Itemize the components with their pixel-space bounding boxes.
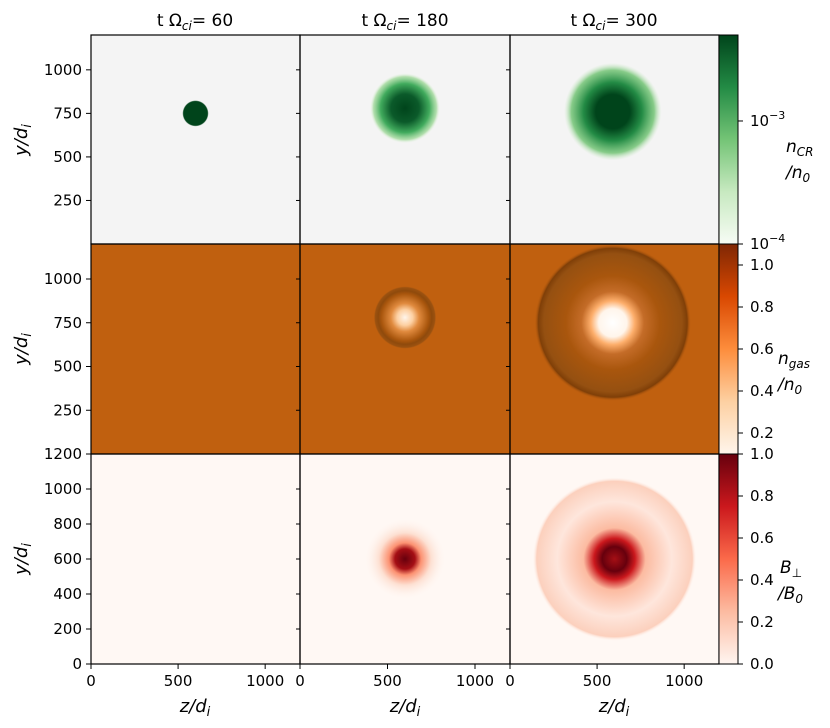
panel-grid [91, 35, 719, 664]
y-tick-label: 750 [53, 104, 82, 122]
svg-text:/n0: /n0 [784, 163, 811, 185]
y-tick-label: 0 [72, 655, 82, 673]
colorbar-tick-label: 0.2 [750, 424, 774, 442]
colorbar-tick-label: 0.4 [750, 382, 774, 400]
x-tick-label: 1000 [665, 672, 703, 690]
colorbar-tick-label: 0.2 [750, 613, 774, 631]
y-tick-label: 200 [53, 620, 82, 638]
colorbar-tick-label: 0.0 [750, 655, 774, 673]
svg-text:ngas: ngas [778, 349, 810, 371]
data-blob [532, 477, 697, 641]
panel-B_perp-2 [510, 454, 719, 664]
axis-ticks: 250 500 750 1000 250 500 750 1000 0 200 400 600 800 1… [44, 61, 703, 690]
x-tick-label: 1000 [456, 672, 494, 690]
colorbar-tick-label: 10−3 [750, 109, 785, 130]
xlabel-col-0: z/di [179, 696, 211, 720]
ylabel-row-0: y/di [11, 124, 35, 157]
data-blob [182, 100, 209, 127]
svg-text:nCR: nCR [786, 137, 814, 159]
y-tick-label: 1000 [44, 480, 82, 498]
data-blob [534, 244, 692, 402]
x-tick-label: 500 [373, 672, 402, 690]
x-tick-label: 0 [295, 672, 305, 690]
ylabel-row-1: y/di [11, 333, 35, 366]
x-tick-label: 0 [86, 672, 96, 690]
x-tick-label: 500 [164, 672, 193, 690]
data-blob [364, 518, 446, 600]
panel-n_gas-0 [91, 244, 300, 454]
column-title-2: t Ωci= 300 [570, 11, 657, 33]
colorbar-B_perp [718, 453, 739, 665]
column-title-0: t Ωci= 60 [157, 11, 233, 33]
xlabel-col-2: z/di [598, 696, 630, 720]
colorbar-tick-label: 0.4 [750, 571, 774, 589]
y-tick-label: 800 [53, 515, 82, 533]
y-tick-label: 1000 [44, 61, 82, 79]
x-tick-label: 0 [505, 672, 515, 690]
panel-n_gas-1 [300, 244, 510, 454]
colorbar-tick-label: 10−4 [750, 232, 785, 253]
y-tick-label: 250 [53, 191, 82, 209]
panel-B_perp-0 [91, 454, 300, 664]
svg-text:/B0: /B0 [776, 584, 803, 606]
y-tick-label: 500 [53, 148, 82, 166]
y-tick-label: 750 [53, 314, 82, 332]
panel-n_CR-1 [300, 35, 510, 244]
svg-text:B⊥: B⊥ [780, 558, 802, 580]
y-tick-label: 1200 [44, 445, 82, 463]
panel-n_gas-2 [510, 244, 719, 454]
data-blob [370, 73, 440, 144]
svg-text:/n0: /n0 [776, 375, 803, 397]
y-tick-label: 400 [53, 585, 82, 603]
xlabel-col-1: z/di [389, 696, 421, 720]
panel-n_CR-0 [91, 35, 300, 244]
x-tick-label: 1000 [246, 672, 284, 690]
colorbar-tick-label: 1.0 [750, 445, 774, 463]
colorbar-tick-label: 0.8 [750, 487, 774, 505]
y-tick-label: 1000 [44, 270, 82, 288]
y-tick-label: 250 [53, 401, 82, 419]
panel-n_CR-2 [510, 35, 719, 244]
x-tick-label: 500 [583, 672, 612, 690]
colorbar-tick-label: 1.0 [750, 256, 774, 274]
cbar-label-cr: nCR /n0 [784, 137, 814, 185]
colorbar-tick-label: 0.6 [750, 529, 774, 547]
panel-B_perp-1 [300, 454, 510, 664]
y-tick-label: 500 [53, 358, 82, 376]
colorbar-n_CR [718, 34, 739, 245]
cbar-label-b: B⊥ /B0 [776, 558, 803, 606]
data-blob [563, 62, 662, 161]
column-title-1: t Ωci= 180 [361, 11, 448, 33]
colorbar-tick-label: 0.8 [750, 298, 774, 316]
ylabel-row-2: y/di [11, 543, 35, 576]
colorbars: 10−3 10−4 1.0 0.8 0.6 0.4 0.2 1.0 0.8 0.6 0.4 0.2 0.… [718, 34, 785, 673]
panel-background [91, 454, 300, 664]
colorbar-n_gas [718, 243, 739, 455]
cbar-label-gas: ngas /n0 [776, 349, 810, 397]
colorbar-tick-label: 0.6 [750, 340, 774, 358]
panel-background [91, 244, 300, 454]
panel-background [91, 35, 300, 244]
y-tick-label: 600 [53, 550, 82, 568]
data-blob [373, 286, 437, 349]
